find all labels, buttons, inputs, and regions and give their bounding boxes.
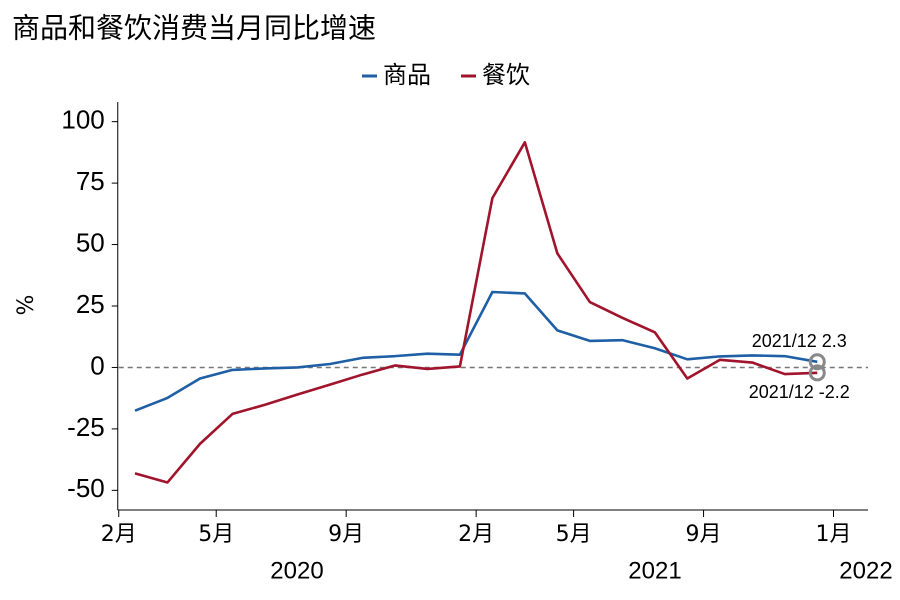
- x-tick-label: 5月: [556, 522, 592, 547]
- x-tick-label: 9月: [686, 522, 722, 547]
- year-label: 2021: [628, 557, 681, 584]
- series-line: [134, 290, 818, 412]
- series-line: [134, 141, 818, 484]
- annotation: 2021/12 2.3: [752, 331, 847, 351]
- legend-label: 商品: [383, 61, 431, 89]
- y-tick-label: 50: [76, 227, 105, 257]
- y-tick-label: -50: [67, 473, 105, 503]
- x-tick-label: 9月: [328, 522, 364, 547]
- y-tick-label: 100: [61, 105, 104, 135]
- y-tick-label: -25: [67, 412, 105, 442]
- year-label: 2022: [839, 557, 892, 584]
- annotation: 2021/12 -2.2: [749, 382, 850, 402]
- year-label: 2020: [270, 557, 323, 584]
- x-tick-label: 2月: [458, 522, 494, 547]
- x-tick-label: 5月: [198, 522, 234, 547]
- y-axis-label: %: [14, 295, 39, 316]
- legend-label: 餐饮: [482, 61, 530, 89]
- annotation-circle: [808, 364, 826, 382]
- x-tick-label: 2月: [101, 522, 137, 547]
- y-tick-label: 75: [76, 166, 105, 196]
- x-tick-label: 1月: [816, 522, 852, 547]
- chart-title: 商品和餐饮消费当月同比增速: [12, 12, 376, 45]
- annotation-circle: [808, 353, 826, 371]
- y-tick-label: 25: [76, 289, 105, 319]
- y-tick-label: 0: [90, 350, 104, 380]
